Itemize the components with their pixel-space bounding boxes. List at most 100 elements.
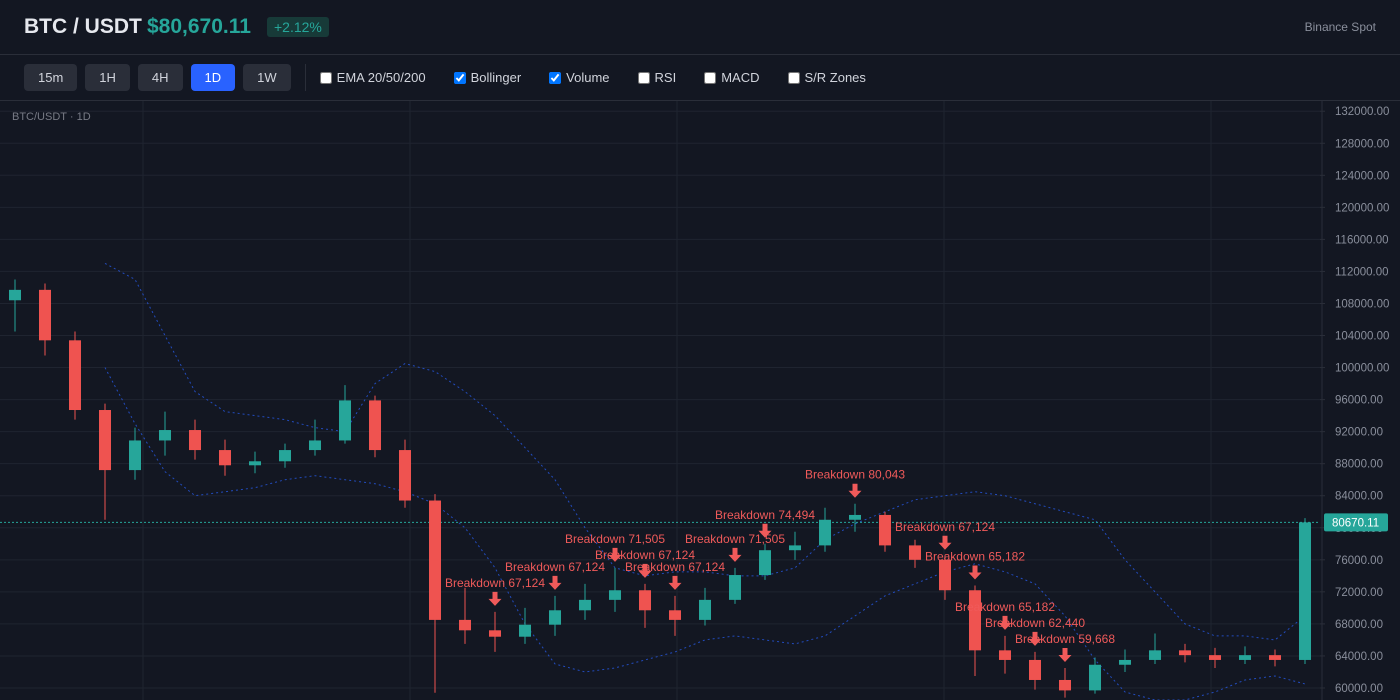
candle-body [249, 461, 261, 466]
candle-body [459, 619, 471, 631]
candle-body [489, 630, 501, 637]
y-tick-label: 116000.00 [1335, 234, 1389, 246]
bollinger-lower [104, 367, 1306, 700]
candle-body [549, 610, 561, 625]
candle-body [969, 590, 981, 651]
indicator-checkbox[interactable] [453, 71, 466, 84]
candle-body [999, 650, 1011, 660]
candle-body [1089, 664, 1101, 691]
indicator-label: MACD [721, 70, 760, 85]
candle-body [879, 514, 891, 546]
candle-body [939, 559, 951, 591]
chart-title: BTC/USDT · 1D [12, 111, 91, 123]
signal-arrow [548, 575, 562, 590]
candle-body [729, 575, 741, 600]
signal-arrow [668, 575, 682, 590]
candle-body [519, 624, 531, 637]
y-tick-label: 112000.00 [1335, 266, 1389, 278]
candle-body [159, 430, 171, 441]
change-badge: +2.12% [267, 17, 329, 37]
candle-body [1239, 655, 1251, 660]
y-tick-label: 128000.00 [1335, 138, 1389, 150]
signal-label: Breakdown 67,124 [625, 560, 725, 574]
indicator-toggle[interactable]: EMA 20/50/200 [319, 70, 426, 85]
signal-arrow [488, 591, 502, 606]
candle-body [909, 545, 921, 560]
vertical-grid [142, 101, 1212, 700]
candle-body [129, 440, 141, 471]
header: BTC / USDT $80,670.11 +2.12% Binance Spo… [0, 0, 1400, 55]
signal-label: Breakdown 62,440 [985, 616, 1085, 630]
indicator-checkbox[interactable] [319, 71, 332, 84]
candle-body [1179, 650, 1191, 656]
last-price-tag [1324, 513, 1388, 532]
last-price-label: 80670.11 [1332, 517, 1379, 529]
indicator-toggle[interactable]: Bollinger [453, 70, 522, 85]
signal-arrow [848, 483, 862, 498]
signal-label: Breakdown 67,124 [595, 548, 695, 562]
y-tick-label: 100000.00 [1335, 363, 1389, 375]
indicator-checkbox[interactable] [549, 71, 562, 84]
indicator-label: S/R Zones [804, 70, 866, 85]
timeframe-button[interactable]: 1H [85, 64, 130, 91]
timeframe-button[interactable]: 1D [190, 64, 236, 91]
indicator-checkbox[interactable] [637, 71, 650, 84]
indicator-label: Bollinger [470, 70, 522, 85]
y-tick-label: 60000.00 [1335, 683, 1383, 695]
signal-arrow [728, 547, 742, 562]
indicator-checkbox[interactable] [704, 71, 717, 84]
candle-body [1269, 655, 1281, 660]
candle-body [309, 440, 321, 451]
timeframe-button[interactable]: 4H [137, 64, 183, 91]
y-tick-label: 84000.00 [1335, 491, 1383, 503]
indicator-label: Volume [566, 70, 610, 85]
signal-arrow [1028, 631, 1042, 646]
y-tick-label: 124000.00 [1335, 170, 1389, 182]
signal-label: Breakdown 65,182 [925, 549, 1025, 563]
candle-body [429, 500, 441, 620]
candle-body [339, 400, 351, 441]
candle-body [1029, 659, 1041, 680]
signal-label: Breakdown 67,124 [895, 520, 995, 534]
price: $80,670.11 [147, 15, 251, 38]
candle-body [1299, 522, 1311, 660]
indicator-label: RSI [654, 70, 677, 85]
candle-body [369, 400, 381, 451]
signal-arrow [938, 535, 952, 550]
candle-body [279, 450, 291, 462]
y-tick-label: 108000.00 [1335, 298, 1389, 310]
candle-body [69, 340, 81, 411]
indicator-toggle[interactable]: S/R Zones [787, 70, 866, 85]
candle-body [99, 410, 111, 471]
candle-body [1149, 650, 1161, 660]
candle-body [579, 599, 591, 611]
y-tick-label: 92000.00 [1335, 427, 1383, 439]
timeframe-button[interactable]: 1W [243, 64, 291, 91]
timeframe-button[interactable]: 15m [24, 64, 78, 91]
indicator-toggle[interactable]: RSI [637, 70, 677, 85]
y-tick-label: 64000.00 [1335, 651, 1383, 663]
candle-body [669, 610, 681, 620]
signal-label: Breakdown 74,494 [715, 508, 815, 522]
indicator-label: EMA 20/50/200 [336, 70, 426, 85]
candle-body [1119, 659, 1131, 665]
y-tick-label: 120000.00 [1335, 202, 1389, 214]
candle-body [639, 590, 651, 611]
candle-body [699, 599, 711, 620]
candle-body [399, 450, 411, 501]
candle-body [849, 514, 861, 520]
candle-body [1059, 679, 1071, 691]
source: Binance Spot [1304, 20, 1376, 34]
indicator-toggle[interactable]: MACD [704, 70, 760, 85]
signal-arrow [998, 615, 1012, 630]
indicator-toggle[interactable]: Volume [549, 70, 610, 85]
signal-arrow [1058, 647, 1072, 662]
signal-label: Breakdown 67,124 [445, 576, 545, 590]
signal-label: Breakdown 67,124 [505, 560, 605, 574]
y-tick-label: 96000.00 [1335, 395, 1383, 407]
indicator-checkbox[interactable] [787, 71, 800, 84]
